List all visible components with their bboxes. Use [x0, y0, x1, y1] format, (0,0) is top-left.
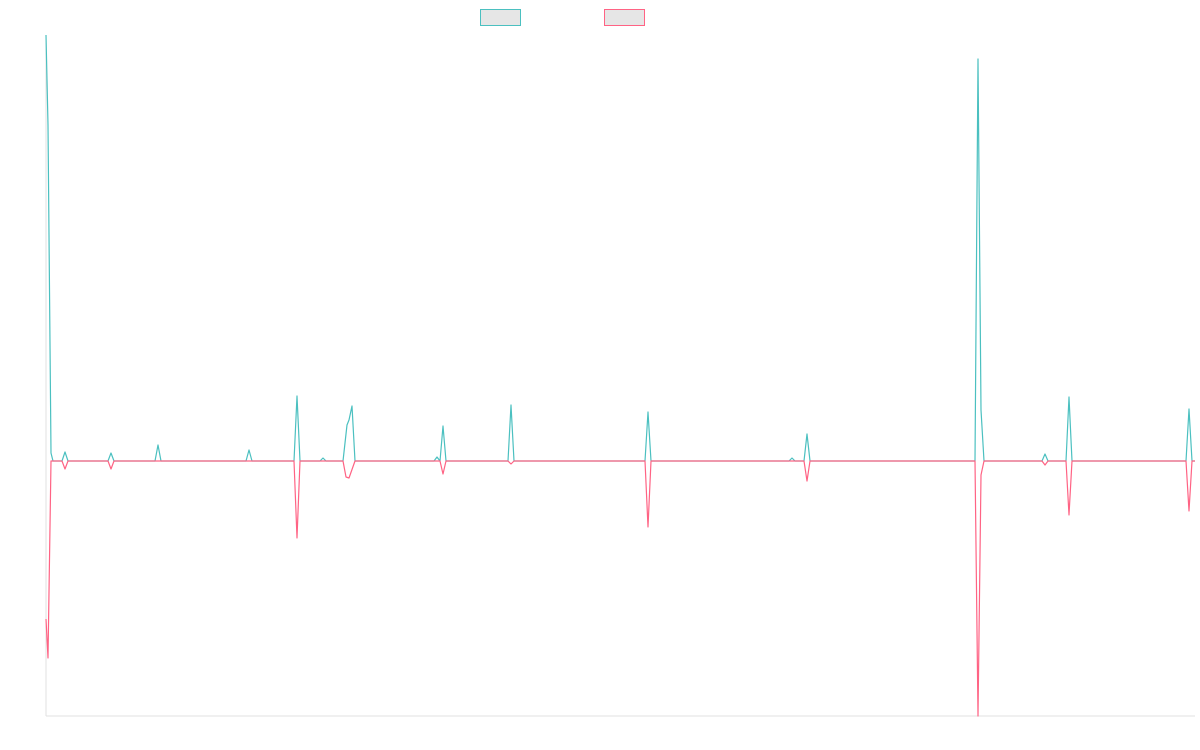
legend-swatch	[480, 9, 521, 26]
legend-swatch	[604, 9, 645, 26]
series-line	[45, 460, 1195, 717]
series-line	[45, 34, 1195, 462]
